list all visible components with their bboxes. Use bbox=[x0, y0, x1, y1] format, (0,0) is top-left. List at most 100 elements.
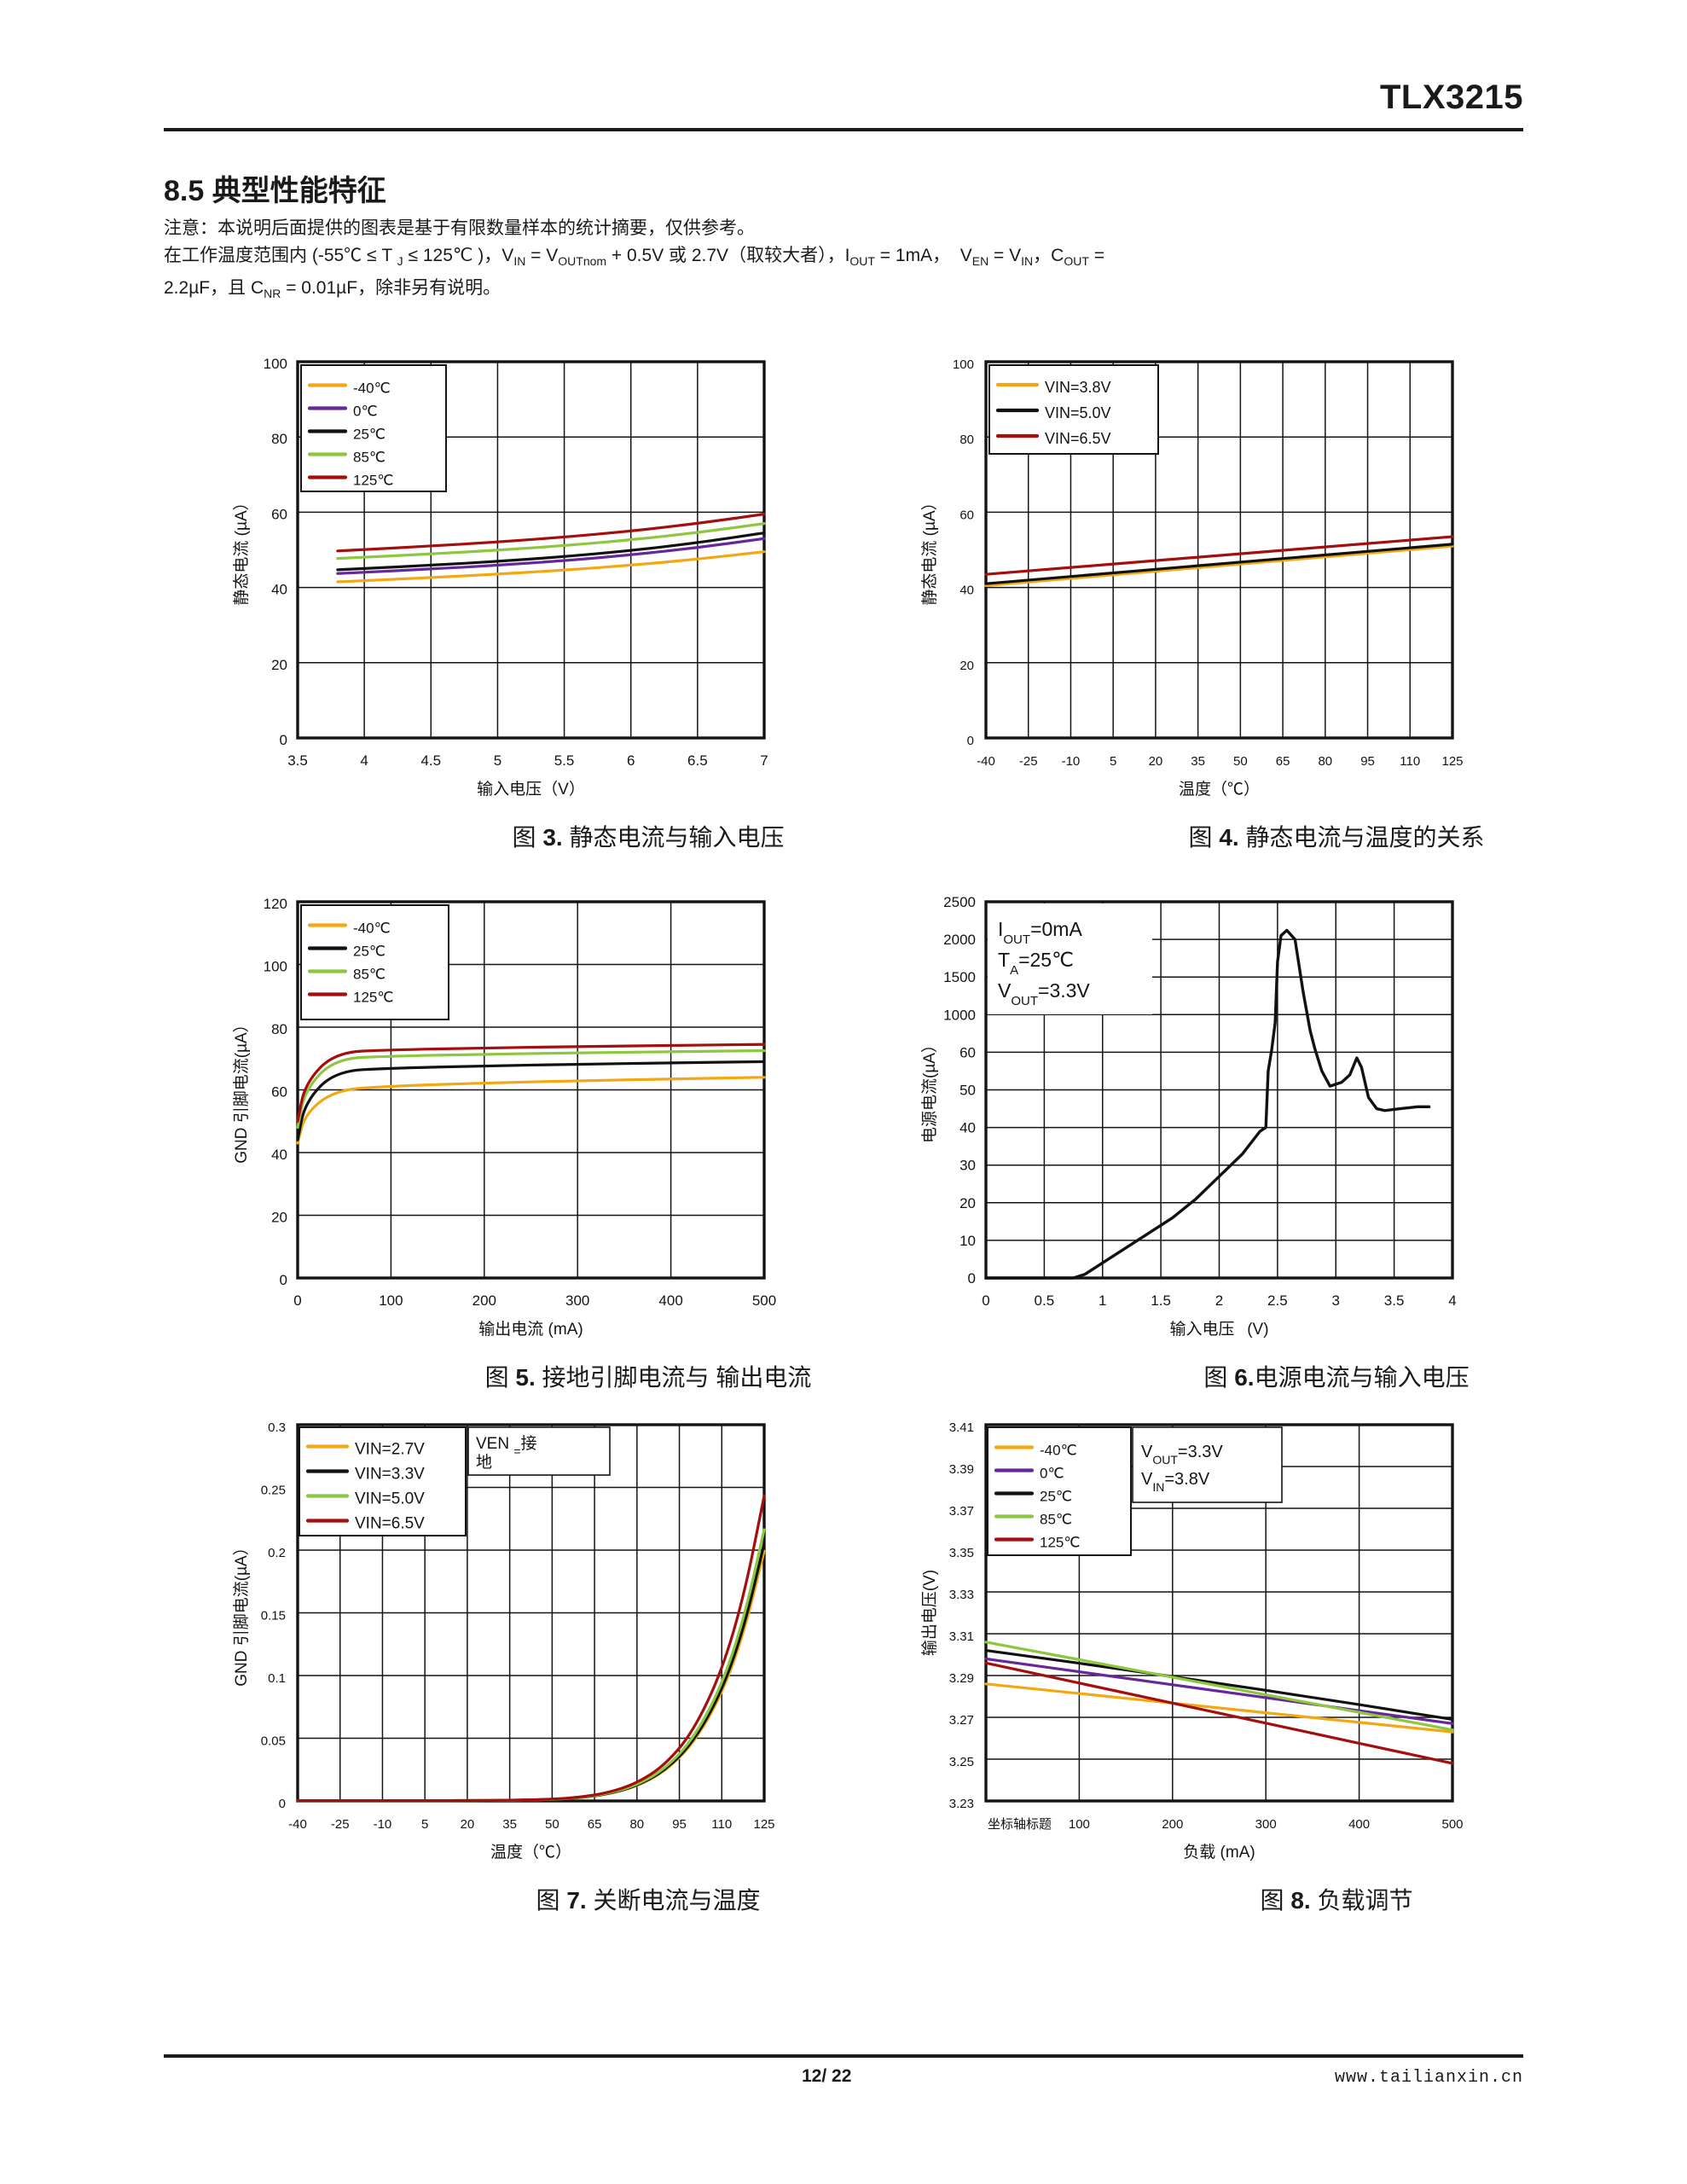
svg-text:0℃: 0℃ bbox=[1040, 1466, 1064, 1482]
svg-text:-10: -10 bbox=[374, 1817, 392, 1832]
svg-text:125: 125 bbox=[753, 1817, 774, 1832]
svg-text:35: 35 bbox=[502, 1817, 517, 1832]
svg-text:电源电流(µA）: 电源电流(µA） bbox=[920, 1037, 939, 1143]
svg-text:110: 110 bbox=[711, 1817, 732, 1832]
svg-text:温度（℃）: 温度（℃） bbox=[1179, 780, 1260, 799]
svg-text:2500: 2500 bbox=[943, 894, 976, 910]
svg-text:20: 20 bbox=[959, 659, 974, 673]
svg-text:0.05: 0.05 bbox=[261, 1734, 286, 1749]
svg-text:20: 20 bbox=[1149, 754, 1163, 769]
svg-text:25℃: 25℃ bbox=[353, 944, 386, 960]
svg-text:40: 40 bbox=[271, 1147, 287, 1163]
svg-text:6.5: 6.5 bbox=[687, 752, 708, 769]
svg-text:输入电压 (V): 输入电压 (V) bbox=[1169, 1320, 1268, 1339]
svg-text:1000: 1000 bbox=[943, 1007, 976, 1023]
svg-text:输出电压(V): 输出电压(V) bbox=[920, 1570, 939, 1656]
svg-text:125℃: 125℃ bbox=[1040, 1535, 1080, 1551]
svg-text:坐标轴标题: 坐标轴标题 bbox=[988, 1817, 1052, 1832]
svg-text:20: 20 bbox=[271, 657, 287, 673]
svg-text:0: 0 bbox=[982, 1292, 989, 1309]
svg-text:VIN=5.0V: VIN=5.0V bbox=[355, 1490, 425, 1508]
svg-text:125℃: 125℃ bbox=[353, 473, 393, 489]
svg-text:110: 110 bbox=[1400, 754, 1420, 769]
svg-text:100: 100 bbox=[953, 357, 974, 372]
svg-text:5: 5 bbox=[494, 752, 501, 769]
svg-text:100: 100 bbox=[1069, 1817, 1090, 1832]
svg-text:7: 7 bbox=[760, 752, 768, 769]
svg-text:3.33: 3.33 bbox=[949, 1588, 974, 1602]
svg-text:35: 35 bbox=[1191, 754, 1205, 769]
svg-text:100: 100 bbox=[264, 356, 287, 372]
svg-text:输入电压（V）: 输入电压（V） bbox=[477, 780, 585, 799]
svg-text:0: 0 bbox=[968, 1270, 976, 1287]
svg-text:85℃: 85℃ bbox=[353, 450, 386, 466]
svg-text:40: 40 bbox=[959, 1120, 976, 1136]
svg-text:-40: -40 bbox=[977, 754, 995, 769]
svg-text:95: 95 bbox=[672, 1817, 687, 1832]
svg-text:0: 0 bbox=[279, 1797, 286, 1811]
svg-text:3.39: 3.39 bbox=[949, 1462, 974, 1477]
svg-text:80: 80 bbox=[629, 1817, 644, 1832]
svg-text:VIN=6.5V: VIN=6.5V bbox=[1045, 430, 1111, 447]
svg-text:地: 地 bbox=[476, 1453, 492, 1472]
svg-text:VIN=3.3V: VIN=3.3V bbox=[355, 1466, 425, 1484]
svg-text:-10: -10 bbox=[1062, 754, 1081, 769]
svg-text:0.5: 0.5 bbox=[1035, 1292, 1055, 1309]
svg-text:静态电流 (µA）: 静态电流 (µA） bbox=[232, 494, 251, 605]
svg-text:40: 40 bbox=[271, 582, 287, 598]
svg-text:95: 95 bbox=[1360, 754, 1375, 769]
svg-text:VIN=5.0V: VIN=5.0V bbox=[1045, 404, 1111, 421]
svg-text:VIN=6.5V: VIN=6.5V bbox=[355, 1515, 425, 1533]
svg-text:65: 65 bbox=[588, 1817, 602, 1832]
svg-text:80: 80 bbox=[271, 431, 287, 447]
svg-text:50: 50 bbox=[545, 1817, 559, 1832]
svg-text:4: 4 bbox=[1448, 1292, 1456, 1309]
svg-text:20: 20 bbox=[461, 1817, 475, 1832]
svg-text:静态电流 (µA）: 静态电流 (µA） bbox=[920, 494, 939, 605]
svg-text:3.5: 3.5 bbox=[1384, 1292, 1405, 1309]
svg-text:0.25: 0.25 bbox=[261, 1484, 286, 1498]
svg-text:-40℃: -40℃ bbox=[353, 921, 391, 937]
svg-text:65: 65 bbox=[1276, 754, 1290, 769]
svg-text:30: 30 bbox=[959, 1158, 976, 1174]
svg-text:1.5: 1.5 bbox=[1151, 1292, 1171, 1309]
svg-text:0℃: 0℃ bbox=[353, 404, 378, 420]
svg-text:3.35: 3.35 bbox=[949, 1546, 974, 1560]
svg-text:-25: -25 bbox=[1019, 754, 1038, 769]
svg-text:100: 100 bbox=[264, 959, 287, 975]
svg-text:50: 50 bbox=[1233, 754, 1248, 769]
svg-text:200: 200 bbox=[1162, 1817, 1183, 1832]
svg-text:温度（℃）: 温度（℃） bbox=[490, 1843, 571, 1862]
svg-text:VIN=2.7V: VIN=2.7V bbox=[355, 1441, 425, 1459]
svg-text:-25: -25 bbox=[331, 1817, 350, 1832]
svg-text:60: 60 bbox=[959, 508, 974, 522]
svg-text:-40: -40 bbox=[288, 1817, 307, 1832]
svg-text:0: 0 bbox=[280, 1272, 287, 1288]
svg-text:60: 60 bbox=[271, 506, 287, 522]
svg-text:400: 400 bbox=[658, 1292, 682, 1309]
svg-text:负载 (mA): 负载 (mA) bbox=[1183, 1843, 1255, 1862]
svg-text:5: 5 bbox=[421, 1817, 428, 1832]
svg-text:2: 2 bbox=[1215, 1292, 1223, 1309]
svg-text:3.41: 3.41 bbox=[949, 1420, 974, 1435]
svg-text:2.5: 2.5 bbox=[1267, 1292, 1288, 1309]
svg-text:25℃: 25℃ bbox=[1040, 1489, 1072, 1505]
svg-text:500: 500 bbox=[1441, 1817, 1463, 1832]
svg-text:0.2: 0.2 bbox=[268, 1546, 286, 1560]
svg-text:3.27: 3.27 bbox=[949, 1713, 974, 1728]
svg-text:0: 0 bbox=[280, 732, 287, 748]
svg-text:GND 引脚电流(µA）: GND 引脚电流(µA） bbox=[232, 1016, 251, 1163]
svg-text:3.37: 3.37 bbox=[949, 1504, 974, 1519]
svg-text:5: 5 bbox=[1110, 754, 1116, 769]
svg-text:0.15: 0.15 bbox=[261, 1609, 286, 1623]
svg-text:40: 40 bbox=[959, 584, 974, 598]
svg-text:1: 1 bbox=[1099, 1292, 1106, 1309]
svg-text:-40℃: -40℃ bbox=[1040, 1443, 1077, 1459]
svg-text:3.25: 3.25 bbox=[949, 1755, 974, 1769]
svg-text:125: 125 bbox=[1441, 754, 1463, 769]
svg-text:4: 4 bbox=[360, 752, 368, 769]
svg-text:80: 80 bbox=[271, 1021, 287, 1037]
svg-text:0: 0 bbox=[967, 734, 974, 748]
svg-text:5.5: 5.5 bbox=[554, 752, 575, 769]
svg-text:85℃: 85℃ bbox=[353, 967, 386, 983]
